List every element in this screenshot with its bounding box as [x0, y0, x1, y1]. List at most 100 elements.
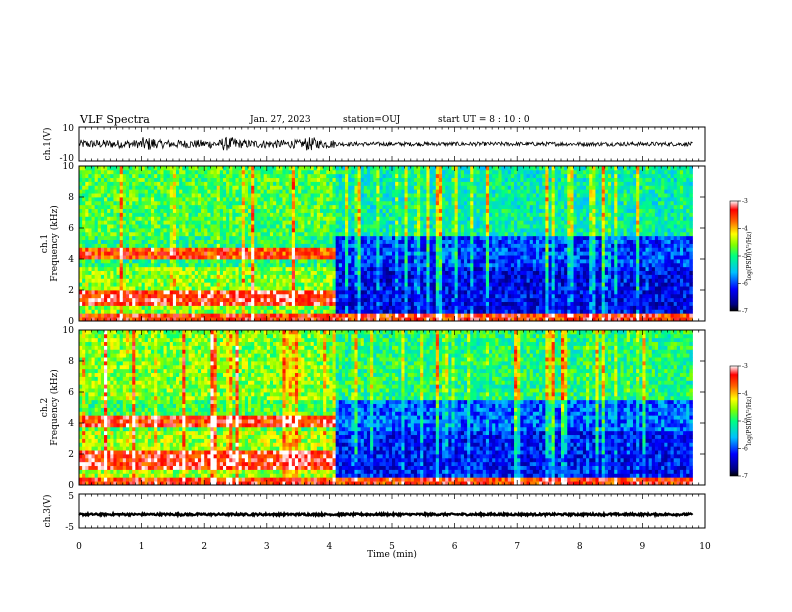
ch1-spectrogram-cell [276, 224, 280, 229]
ch1-spectrogram-cell [370, 189, 374, 194]
ch1-spectrogram-cell [269, 181, 274, 186]
ch1-spectrogram-cell [392, 169, 396, 175]
ch1-spectrogram-cell [216, 166, 221, 171]
ch1-spectrogram-cell [213, 266, 218, 272]
ch1-spectrogram-cell [323, 301, 327, 306]
ch1-spectrogram-cell [197, 274, 202, 279]
ch1-spectrogram-cell [301, 204, 305, 210]
ch1-spectrogram-cell [288, 220, 293, 225]
ch1-spectrogram-cell [351, 204, 355, 210]
ch1-spectrogram-cell [132, 317, 136, 322]
ch1-spectrogram-cell [320, 266, 324, 272]
ch1-spectrogram-cell [379, 274, 384, 279]
ch1-spectrogram-cell [147, 173, 152, 179]
ch1-spectrogram-cell [213, 270, 218, 275]
ch1-spectrogram-cell [288, 270, 293, 275]
ch1-spectrogram-cell [373, 290, 377, 295]
ch1-spectrogram-cell [373, 313, 377, 318]
ch1-spectrogram-cell [373, 235, 377, 241]
ch1-spectrogram-cell [338, 259, 343, 264]
ch1-spectrogram-cell [182, 185, 186, 190]
ch1-spectrogram-cell [172, 208, 177, 213]
ch1-spectrogram-cell [113, 181, 117, 186]
ch1-spectrogram-cell [207, 185, 211, 190]
ch1-spectrogram-cell [132, 266, 136, 272]
ch1-spectrogram-cell [285, 208, 290, 213]
ch1-spectrogram-cell [417, 197, 421, 202]
ch1-spectrogram-cell [248, 301, 252, 306]
ch1-spectrogram-cell [348, 224, 352, 229]
ch1-spectrogram-cell [404, 259, 409, 264]
ch1-spectrogram-cell [291, 200, 296, 206]
ch1-spectrogram-cell [163, 243, 168, 248]
ch1-spectrogram-cell [147, 259, 152, 264]
ch1-spectrogram-cell [294, 200, 299, 206]
ch1-spectrogram-cell [316, 228, 321, 233]
ch1-spectrogram-cell [194, 290, 199, 295]
ch1-spectrogram-cell [294, 189, 299, 194]
ch1-spectrogram-cell [172, 305, 177, 310]
ch1-spectrogram-cell [182, 317, 186, 322]
ch1-spectrogram-cell [154, 262, 158, 268]
ch1-spectrogram-cell [323, 224, 327, 229]
ch1-spectrogram-cell [398, 262, 402, 268]
ch1-spectrogram-cell [100, 235, 105, 241]
ch1-spectrogram-cell [169, 216, 174, 221]
ch1-spectrogram-cell [445, 251, 449, 256]
ch1-spectrogram-cell [182, 243, 186, 248]
ch1-spectrogram-cell [226, 235, 230, 241]
ch1-spectrogram-cell [398, 293, 402, 299]
ch1-spectrogram-cell [363, 220, 368, 225]
ch1-spectrogram-cell [147, 231, 152, 237]
ch1-spectrogram-cell [194, 262, 199, 268]
ch1-spectrogram-cell [119, 266, 124, 272]
ch1-spectrogram-cell [213, 181, 218, 186]
ch1-spectrogram-cell [219, 259, 224, 264]
ch1-spectrogram-cell [351, 282, 355, 287]
ch1-spectrogram-cell [329, 224, 333, 229]
ch1-spectrogram-cell [266, 235, 271, 241]
ch1-spectrogram-cell [232, 228, 236, 233]
ch1-spectrogram-cell [241, 239, 246, 244]
ch1-spectrogram-cell [100, 278, 105, 283]
ch1-spectrogram-cell [320, 259, 324, 264]
ch1-spectrogram-cell [413, 173, 418, 179]
ch1-spectrogram-cell [97, 313, 102, 318]
ch1-spectrogram-cell [197, 235, 202, 241]
ch1-spectrogram-cell [232, 270, 236, 275]
ch1-spectrogram-cell [382, 216, 387, 221]
ch1-spectrogram-cell [113, 193, 117, 198]
ch1-spectrogram-cell [141, 274, 146, 279]
ch1-spectrogram-cell [82, 235, 86, 241]
ch1-spectrogram-cell [113, 317, 117, 322]
ch1-spectrogram-cell [379, 173, 384, 179]
ch1-spectrogram-cell [326, 173, 330, 179]
ch1-spectrogram-cell [169, 266, 174, 272]
ch1-spectrogram-cell [222, 193, 227, 198]
ch1-spectrogram-cell [348, 270, 352, 275]
ch1-spectrogram-cell [82, 270, 86, 275]
ch1-spectrogram-cell [160, 313, 164, 318]
ch1-spectrogram-cell [182, 313, 186, 318]
ch1-spectrogram-cell [229, 282, 233, 287]
ch1-spectrogram-cell [244, 255, 249, 260]
ch1-spectrogram-cell [413, 290, 418, 295]
ch1-spectrogram-cell [235, 259, 240, 264]
ch1-spectrogram-cell [207, 177, 211, 182]
ch1-spectrogram-cell [316, 290, 321, 295]
ch1-spectrogram-cell [298, 193, 302, 198]
ch1-spectrogram-cell [288, 200, 293, 206]
ch1-spectrogram-cell [188, 274, 193, 279]
ch1-spectrogram-cell [119, 173, 124, 179]
ch1-spectrogram-cell [320, 166, 324, 171]
ch1-spectrogram-cell [417, 243, 421, 248]
ch1-spectrogram-cell [176, 255, 180, 260]
ch1-spectrogram-cell [404, 297, 409, 303]
ch1-spectrogram-cell [147, 317, 152, 322]
ch1-spectrogram-cell [125, 177, 130, 182]
ch1-spectrogram-cell [379, 208, 384, 213]
ch1-spectrogram-cell [338, 185, 343, 190]
ch1-spectrogram-cell [310, 235, 315, 241]
ch1-spectrogram-cell [320, 270, 324, 275]
ch1-spectrogram-cell [398, 185, 402, 190]
